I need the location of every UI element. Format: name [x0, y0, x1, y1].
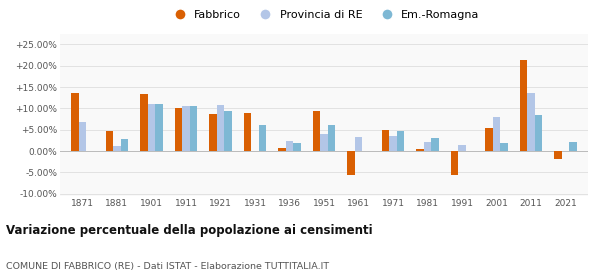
- Bar: [113, 146, 121, 151]
- Bar: [328, 125, 335, 151]
- Bar: [175, 108, 182, 151]
- Bar: [209, 114, 217, 151]
- Bar: [293, 143, 301, 151]
- Bar: [244, 113, 251, 151]
- Bar: [278, 148, 286, 151]
- Bar: [493, 117, 500, 151]
- Bar: [382, 130, 389, 151]
- Bar: [259, 125, 266, 151]
- Bar: [397, 131, 404, 151]
- Text: COMUNE DI FABBRICO (RE) - Dati ISTAT - Elaborazione TUTTITALIA.IT: COMUNE DI FABBRICO (RE) - Dati ISTAT - E…: [6, 262, 329, 271]
- Bar: [313, 111, 320, 151]
- Bar: [320, 134, 328, 151]
- Legend: Fabbrico, Provincia di RE, Em.-Romagna: Fabbrico, Provincia di RE, Em.-Romagna: [169, 10, 479, 20]
- Bar: [140, 94, 148, 151]
- Bar: [520, 60, 527, 151]
- Bar: [416, 149, 424, 151]
- Bar: [458, 145, 466, 151]
- Bar: [190, 106, 197, 151]
- Bar: [155, 104, 163, 151]
- Bar: [148, 104, 155, 151]
- Bar: [347, 151, 355, 175]
- Bar: [527, 94, 535, 151]
- Bar: [569, 142, 577, 151]
- Bar: [431, 138, 439, 151]
- Bar: [389, 136, 397, 151]
- Text: Variazione percentuale della popolazione ai censimenti: Variazione percentuale della popolazione…: [6, 224, 373, 237]
- Bar: [355, 137, 362, 151]
- Bar: [451, 151, 458, 175]
- Bar: [79, 122, 86, 151]
- Bar: [121, 139, 128, 151]
- Bar: [71, 94, 79, 151]
- Bar: [217, 105, 224, 151]
- Bar: [106, 130, 113, 151]
- Bar: [485, 128, 493, 151]
- Bar: [500, 143, 508, 151]
- Bar: [182, 106, 190, 151]
- Bar: [535, 115, 542, 151]
- Bar: [554, 151, 562, 159]
- Bar: [424, 142, 431, 151]
- Bar: [286, 141, 293, 151]
- Bar: [224, 111, 232, 151]
